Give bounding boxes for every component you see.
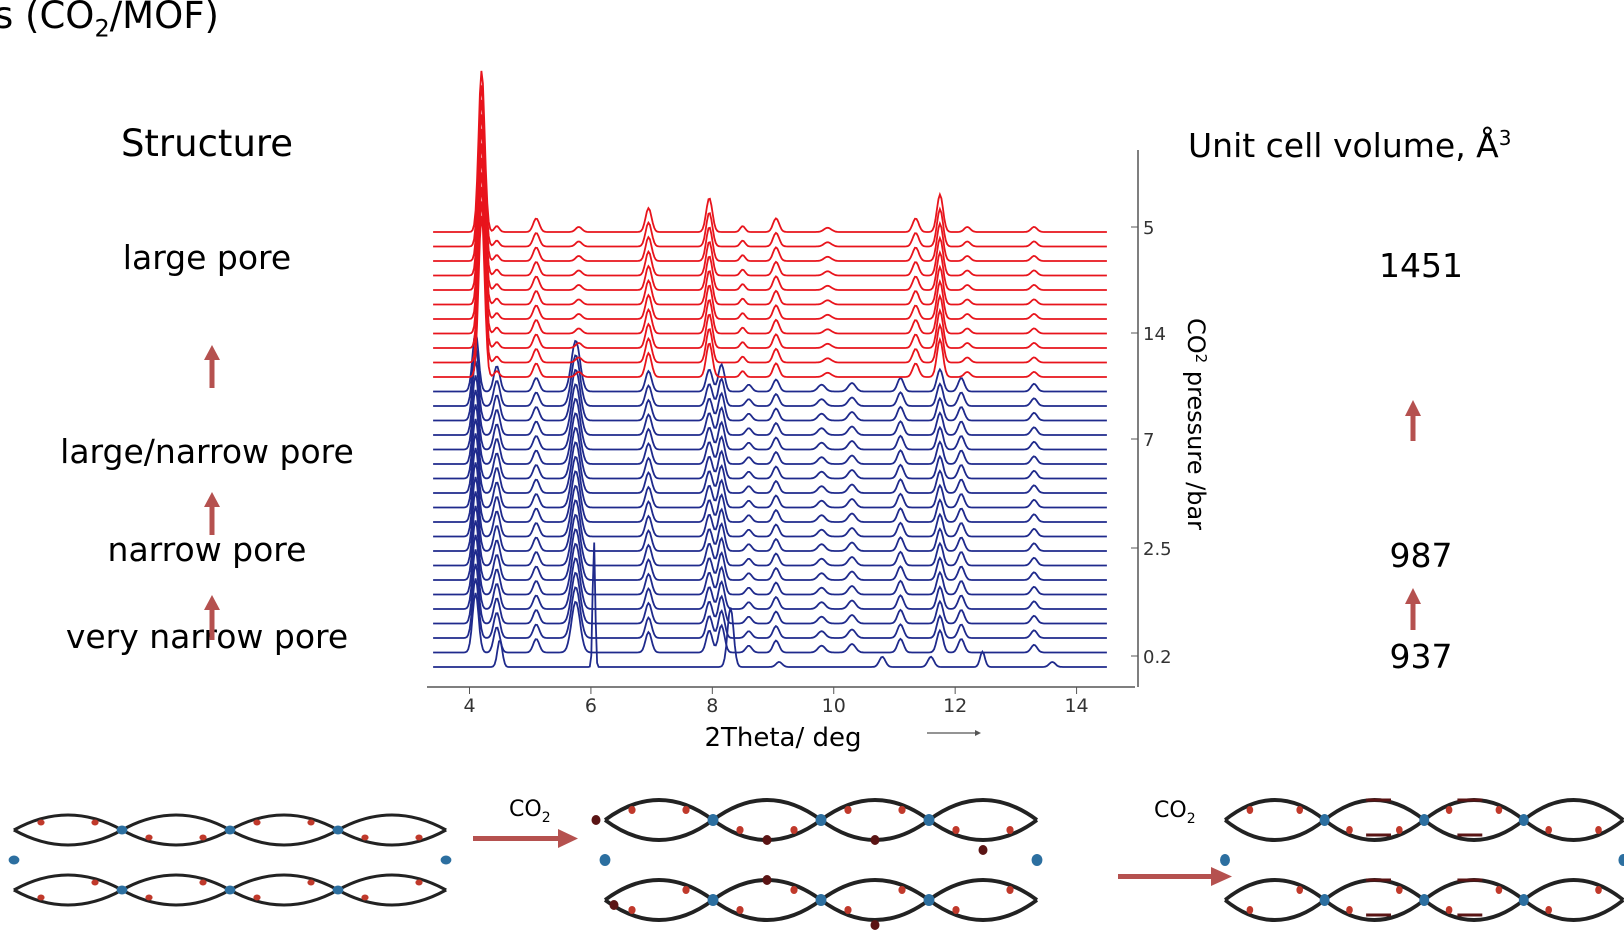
xrd-trace-blue xyxy=(433,346,1107,407)
xrd-trace-blue xyxy=(433,404,1107,465)
xrd-trace-blue xyxy=(433,534,1107,596)
xrd-trace-red xyxy=(433,99,1107,262)
xrd-trace-blue xyxy=(433,433,1107,494)
unit-cell-heading: Unit cell volume, Å3 xyxy=(1188,126,1512,165)
pressure-axis-label: CO2 pressure /bar xyxy=(1182,318,1210,530)
x-tick-label: 8 xyxy=(706,695,718,717)
up-arrow-head-icon xyxy=(204,595,220,610)
xrd-trace-blue xyxy=(433,360,1107,422)
xrd-trace-blue xyxy=(433,592,1107,654)
transition-arrow-2 xyxy=(1118,874,1214,879)
xrd-trace-red xyxy=(433,143,1107,306)
right-arrow-icon xyxy=(1211,867,1232,886)
pressure-ticks: 5 14 7 2.5 0.2 xyxy=(1131,218,1172,668)
x-ticks: 4 6 8 10 12 14 xyxy=(463,687,1089,717)
pressure-tick-label: 14 xyxy=(1143,324,1166,345)
xrd-trace-red xyxy=(433,114,1107,277)
volume-narrow-pore: 987 xyxy=(1389,536,1453,575)
xrd-trace-blue xyxy=(433,476,1107,538)
xrd-trace-blue xyxy=(433,549,1107,610)
xrd-trace-red xyxy=(433,157,1107,320)
up-arrow-head-icon xyxy=(204,492,220,507)
volume-large-pore: 1451 xyxy=(1379,246,1463,285)
xrd-trace-blue xyxy=(433,505,1107,567)
xrd-traces xyxy=(433,70,1107,668)
x-tick-label: 14 xyxy=(1064,695,1088,717)
xrd-trace-blue xyxy=(433,462,1107,523)
xrd-trace-blue xyxy=(433,389,1107,451)
xrd-trace-red xyxy=(433,128,1107,291)
x-tick-label: 10 xyxy=(822,695,846,717)
xrd-trace-blue xyxy=(433,578,1107,639)
pressure-tick-label: 2.5 xyxy=(1143,539,1172,560)
xrd-trace-red xyxy=(433,186,1107,349)
pressure-tick-label: 0.2 xyxy=(1143,647,1172,668)
right-arrow-icon xyxy=(975,730,981,736)
very-narrow-pore-structure xyxy=(6,813,454,907)
page-title: s (CO2/MOF) xyxy=(0,0,219,43)
xrd-trace-red xyxy=(433,85,1107,248)
structure-illustrations: CO2 CO2 xyxy=(6,797,1624,930)
x-axis-label: 2Theta/ deg xyxy=(704,723,861,753)
xrd-trace-blue xyxy=(433,375,1107,436)
volume-very-narrow-pore: 937 xyxy=(1389,637,1453,676)
xrd-trace-red xyxy=(433,70,1107,233)
up-arrow-head-icon xyxy=(1405,588,1421,604)
pressure-tick-label: 7 xyxy=(1143,430,1154,451)
xrd-trace-blue xyxy=(433,563,1107,625)
narrow-pore-structure xyxy=(591,798,1045,930)
up-arrow-head-icon xyxy=(1405,400,1421,416)
right-arrow-icon xyxy=(558,829,578,848)
structure-heading: Structure xyxy=(120,122,294,165)
xrd-trace-blue xyxy=(433,331,1107,393)
transition-arrow-1 xyxy=(473,836,561,841)
x-tick-label: 6 xyxy=(585,695,597,717)
xrd-trace-red xyxy=(433,201,1107,364)
co2-arrow-label-1: CO2 xyxy=(509,797,551,826)
xrd-trace-red xyxy=(433,215,1107,378)
xrd-trace-red xyxy=(433,172,1107,335)
xrd-trace-blue xyxy=(433,491,1107,552)
xrd-trace-blue xyxy=(433,418,1107,480)
xrd-trace-bottom xyxy=(433,542,1107,668)
xrd-trace-blue xyxy=(433,520,1107,581)
up-arrow-head-icon xyxy=(204,345,220,360)
label-large-narrow-pore: large/narrow pore xyxy=(60,432,354,471)
x-tick-label: 4 xyxy=(463,695,475,717)
large-pore-structure xyxy=(1218,798,1624,922)
co2-arrow-label-2: CO2 xyxy=(1154,798,1196,827)
pressure-tick-label: 5 xyxy=(1143,218,1154,239)
label-large-pore: large pore xyxy=(122,238,292,277)
label-very-narrow-pore: very narrow pore xyxy=(65,617,349,656)
label-narrow-pore: narrow pore xyxy=(107,530,307,569)
x-tick-label: 12 xyxy=(943,695,967,717)
xrd-trace-blue xyxy=(433,447,1107,509)
